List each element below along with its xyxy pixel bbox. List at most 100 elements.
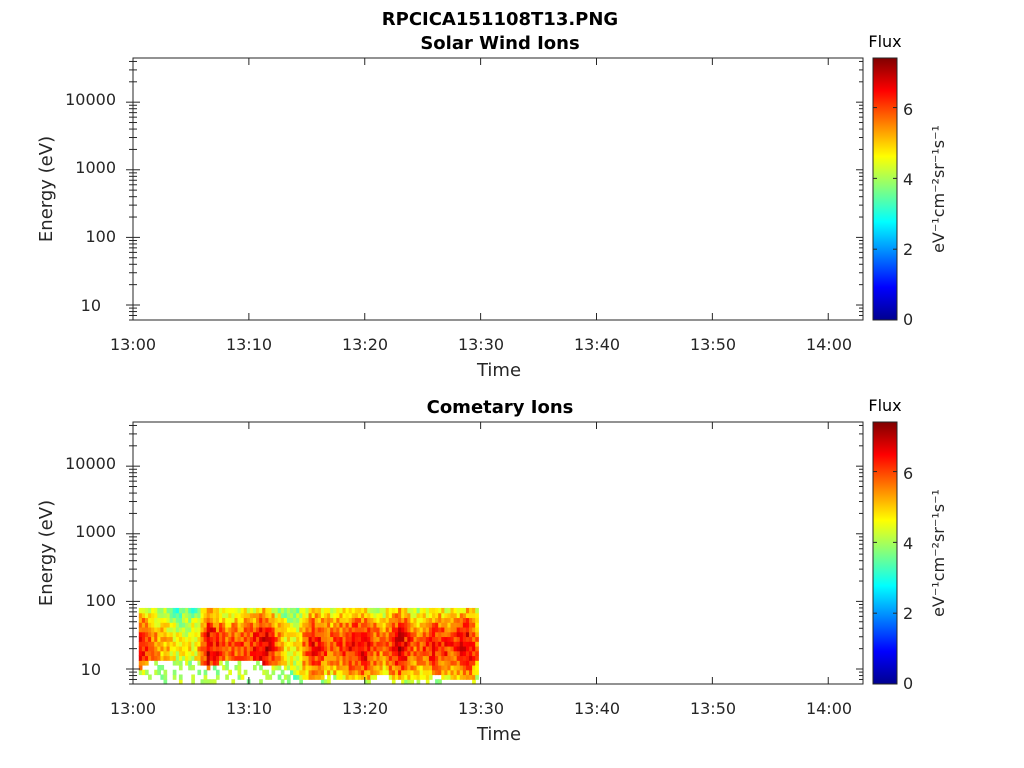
spectrogram-cell (364, 612, 368, 619)
spectrogram-cell (256, 607, 260, 614)
spectrogram-cell (370, 612, 374, 619)
spectrogram-cell (351, 607, 356, 614)
spectrogram-cell (388, 617, 393, 623)
spectrogram-cell (456, 607, 461, 614)
spectrogram-cell (432, 622, 436, 628)
spectrogram-cell (447, 612, 452, 619)
spectrogram-cell (373, 617, 378, 623)
spectrogram-cell (416, 674, 421, 680)
spectrogram-cell (163, 617, 168, 623)
spectrogram-cell (246, 617, 251, 623)
spectrogram-cell (459, 626, 464, 633)
spectrogram-cell (206, 655, 211, 661)
spectrogram-cell (203, 617, 208, 623)
colorbar-tick-label: 4 (903, 534, 913, 553)
spectrogram-cell (336, 622, 341, 628)
spectrogram-cell (391, 607, 396, 614)
spectrogram-cell (203, 612, 208, 619)
colorbar-tick-label: 6 (903, 100, 913, 119)
spectrogram-cell (169, 641, 174, 647)
spectrogram-cell (302, 669, 307, 676)
spectrogram-cell (212, 660, 217, 666)
spectrogram-cell (388, 664, 393, 671)
spectrogram-cell (404, 641, 408, 647)
spectrogram-cell (364, 636, 368, 642)
spectrogram-cell (265, 645, 270, 652)
spectrogram-cell (450, 650, 455, 657)
spectrogram-cell (194, 607, 199, 614)
spectrogram-cell (410, 626, 415, 633)
spectrogram-cell (141, 636, 146, 642)
spectrogram-cell (413, 617, 418, 623)
spectrogram-cell (342, 655, 347, 661)
spectrogram-cell (154, 669, 158, 676)
spectrogram-cell (385, 617, 390, 623)
spectrogram-cell (475, 612, 479, 619)
spectrogram-cell (231, 612, 236, 619)
x-tick-label: 13:10 (226, 699, 272, 718)
spectrogram-cell (407, 669, 411, 676)
spectrogram-cell (299, 622, 303, 628)
spectrogram-cell (274, 660, 279, 666)
spectrogram-cell (428, 617, 433, 623)
spectrogram-cell (240, 607, 245, 614)
spectrogram-cell (428, 631, 433, 638)
spectrogram-cell (323, 655, 328, 661)
spectrogram-cell (345, 626, 350, 633)
spectrogram-cell (330, 631, 334, 638)
spectrogram-cell (163, 631, 168, 638)
spectrogram-cell (299, 645, 303, 652)
spectrogram-cell (373, 622, 378, 628)
spectrogram-cell (280, 607, 285, 614)
spectrogram-cell (144, 641, 149, 647)
spectrogram-cell (154, 607, 158, 614)
spectrogram-cell (191, 674, 195, 680)
spectrogram-cell (410, 664, 415, 671)
spectrogram-cell (435, 636, 439, 642)
spectrogram-cell (413, 607, 418, 614)
spectrogram-cell (317, 631, 322, 638)
spectrogram-cell (169, 650, 174, 657)
spectrogram-cell (314, 664, 319, 671)
spectrogram-cell (438, 664, 442, 671)
spectrogram-cell (290, 664, 294, 671)
spectrogram-cell (336, 607, 341, 614)
spectrogram-cell (333, 622, 337, 628)
spectrogram-cell (215, 674, 220, 680)
spectrogram-cell (317, 674, 322, 680)
spectrogram-cell (160, 626, 165, 633)
spectrogram-cell (268, 655, 273, 661)
spectrogram-cell (367, 650, 371, 657)
spectrogram-cell (462, 631, 467, 638)
spectrogram-cell (265, 636, 270, 642)
spectrogram-cell (320, 664, 325, 671)
spectrogram-cell (305, 660, 310, 666)
spectrogram-cell (215, 631, 220, 638)
spectrogram-cell (166, 631, 171, 638)
spectrogram-cell (327, 650, 331, 657)
spectrogram-cell (351, 655, 356, 661)
spectrogram-cell (361, 655, 365, 661)
spectrogram-cell (391, 660, 396, 666)
spectrogram-cell (148, 607, 152, 614)
spectrogram-cell (188, 650, 192, 657)
spectrogram-cell (144, 612, 149, 619)
spectrogram-cell (182, 641, 186, 647)
spectrogram-cell (157, 617, 161, 623)
spectrogram-cell (182, 636, 186, 642)
spectrogram-cell (330, 607, 334, 614)
spectrogram-cell (382, 607, 387, 614)
spectrogram-cell (265, 612, 270, 619)
spectrogram-cell (357, 674, 362, 680)
spectrogram-cell (413, 660, 418, 666)
spectrogram-cell (175, 607, 180, 614)
spectrogram-cell (462, 674, 467, 680)
spectrogram-cell (228, 655, 232, 661)
spectrogram-cell (323, 645, 328, 652)
spectrogram-cell (243, 607, 248, 614)
spectrogram-cell (185, 645, 189, 652)
spectrogram-cell (262, 617, 266, 623)
colorbar (872, 57, 898, 321)
spectrogram-cell (188, 636, 192, 642)
spectrogram-cell (367, 674, 371, 680)
